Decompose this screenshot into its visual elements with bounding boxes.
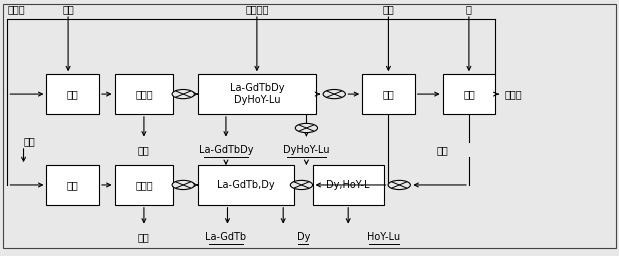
Text: 反萃: 反萃 — [383, 89, 394, 99]
Circle shape — [388, 180, 410, 189]
Circle shape — [172, 89, 194, 99]
Text: 洗水: 洗水 — [437, 145, 448, 155]
Text: 碱皂: 碱皂 — [67, 89, 79, 99]
Bar — [198, 74, 316, 114]
Bar — [362, 74, 415, 114]
Text: 富铽镨料: 富铽镨料 — [245, 4, 269, 14]
Text: 空有相: 空有相 — [7, 4, 25, 14]
Text: La-GdTbDy: La-GdTbDy — [230, 83, 284, 93]
Text: 反酸: 反酸 — [383, 4, 394, 14]
Circle shape — [172, 180, 194, 189]
Text: La-GdTb,Dy: La-GdTb,Dy — [217, 180, 275, 190]
Text: La-GdTbDy: La-GdTbDy — [199, 145, 253, 155]
Text: 稀土皂: 稀土皂 — [135, 180, 153, 190]
Text: 水: 水 — [466, 4, 472, 14]
Text: HoY-Lu: HoY-Lu — [367, 232, 400, 242]
Bar — [46, 165, 99, 205]
Text: Dy: Dy — [297, 232, 310, 242]
Bar — [313, 165, 384, 205]
Text: DyHoY-Lu: DyHoY-Lu — [283, 145, 330, 155]
Bar — [198, 165, 294, 205]
Circle shape — [290, 180, 313, 189]
Text: Dy,HoY-L: Dy,HoY-L — [326, 180, 370, 190]
Bar — [443, 74, 495, 114]
Text: 废水: 废水 — [138, 232, 149, 242]
Text: La-GdTb: La-GdTb — [206, 232, 246, 242]
Text: 稀土皂: 稀土皂 — [135, 89, 153, 99]
Text: 碱皂: 碱皂 — [67, 180, 79, 190]
Text: 液碱: 液碱 — [24, 136, 35, 146]
Text: 洗涤: 洗涤 — [463, 89, 475, 99]
Text: 废水: 废水 — [138, 145, 149, 155]
Circle shape — [295, 123, 318, 133]
Bar — [115, 165, 173, 205]
Circle shape — [323, 89, 345, 99]
Text: 空有相: 空有相 — [504, 89, 522, 99]
Bar — [46, 74, 99, 114]
Text: DyHoY-Lu: DyHoY-Lu — [233, 95, 280, 105]
Bar — [115, 74, 173, 114]
Text: 液碱: 液碱 — [63, 4, 74, 14]
